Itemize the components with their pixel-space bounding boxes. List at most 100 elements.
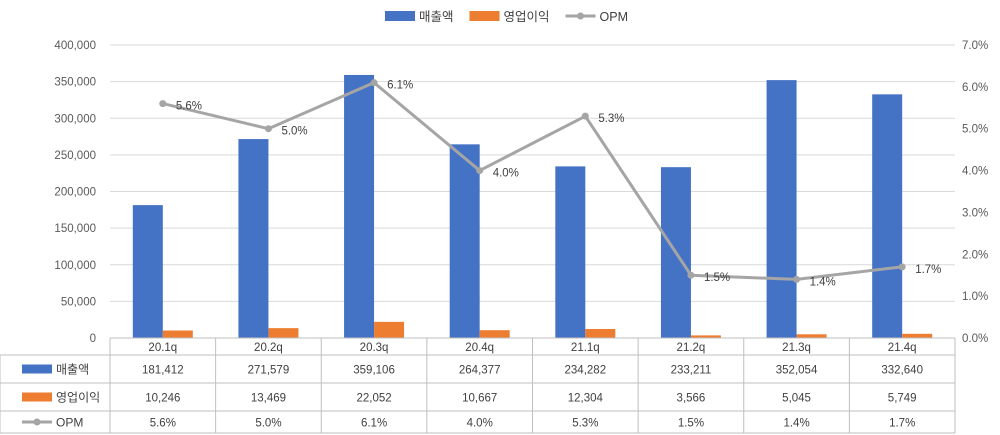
y-left-tick-label: 200,000 bbox=[54, 187, 96, 199]
category-label: 21.4q bbox=[888, 342, 917, 354]
category-label: 21.2q bbox=[677, 342, 706, 354]
y-left-tick-label: 0 bbox=[90, 333, 96, 345]
category-label: 21.3q bbox=[782, 342, 811, 354]
table-cell: 181,412 bbox=[142, 365, 184, 377]
bar-operating-profit bbox=[162, 330, 193, 338]
table-cell: 1.4% bbox=[783, 418, 809, 430]
opm-line-series: 5.6% 5.0% 6.1% 4.0% 5.3% 1.5% 1.4% 1.7% bbox=[159, 79, 941, 288]
legend-key bbox=[469, 11, 500, 21]
table-row-label: 영업이익 bbox=[56, 391, 100, 405]
y-left-tick-label: 350,000 bbox=[54, 77, 96, 89]
bar-operating-profit bbox=[690, 335, 721, 338]
table-cell: 233,211 bbox=[671, 365, 712, 377]
left-axis-ticks: 0 50,000 100,000 150,000 200,000 250,000 300,0… bbox=[54, 40, 96, 345]
table-cell: 1.5% bbox=[678, 418, 704, 430]
table-legend-key bbox=[22, 392, 52, 402]
y-right-tick-label: 4.0% bbox=[962, 166, 988, 178]
table-cell: 6.1% bbox=[361, 418, 387, 430]
bar-sales bbox=[872, 94, 903, 338]
table-cell: 10,246 bbox=[145, 393, 180, 405]
opm-point bbox=[687, 271, 695, 279]
table-cell: 359,106 bbox=[353, 365, 395, 377]
y-left-tick-label: 300,000 bbox=[54, 113, 96, 125]
bar-operating-profit bbox=[374, 321, 405, 338]
table-cell: 271,579 bbox=[248, 365, 290, 377]
category-label: 20.4q bbox=[465, 342, 494, 354]
table-legend-key bbox=[22, 364, 52, 374]
bar-operating-profit bbox=[796, 334, 827, 338]
legend-key bbox=[385, 11, 415, 21]
bar-operating-profit bbox=[585, 328, 616, 338]
y-right-tick-label: 1.0% bbox=[962, 291, 988, 303]
opm-data-label: 5.0% bbox=[281, 126, 307, 138]
legend: 매출액 영업이익 OPM bbox=[385, 10, 628, 24]
y-right-tick-label: 3.0% bbox=[962, 207, 988, 219]
category-label: 20.1q bbox=[148, 342, 177, 354]
bar-sales bbox=[449, 144, 480, 338]
bar-operating-profit bbox=[479, 330, 510, 338]
table-cell: 12,304 bbox=[568, 393, 604, 405]
y-left-tick-label: 50,000 bbox=[61, 296, 96, 308]
bar-sales bbox=[238, 139, 269, 338]
y-left-tick-label: 250,000 bbox=[54, 150, 96, 162]
bar-operating-profit bbox=[902, 333, 933, 338]
opm-point bbox=[370, 79, 378, 87]
table-cell: 5.6% bbox=[150, 418, 176, 430]
table-cell: 5,045 bbox=[782, 393, 811, 405]
y-right-tick-label: 5.0% bbox=[962, 124, 988, 136]
opm-line bbox=[162, 81, 903, 281]
table-cell: 264,377 bbox=[459, 365, 501, 377]
legend-label: 매출액 bbox=[419, 10, 454, 24]
table-cell: 5.3% bbox=[572, 418, 598, 430]
opm-point bbox=[581, 112, 589, 120]
table-cell: 4.0% bbox=[467, 418, 493, 430]
y-right-tick-label: 6.0% bbox=[962, 82, 988, 94]
y-left-tick-label: 100,000 bbox=[54, 260, 96, 272]
y-left-tick-label: 400,000 bbox=[54, 40, 96, 52]
table-cell: 1.7% bbox=[889, 418, 915, 430]
opm-data-label: 5.6% bbox=[176, 101, 202, 113]
category-label: 20.2q bbox=[254, 342, 283, 354]
right-axis-ticks: 0.0% 1.0% 2.0% 3.0% 4.0% 5.0% 6.0% 7.0% bbox=[962, 40, 988, 345]
bar-series bbox=[132, 74, 933, 338]
category-label: 21.1q bbox=[571, 342, 600, 354]
bar-sales bbox=[555, 166, 586, 338]
bar-sales bbox=[132, 205, 163, 338]
opm-data-label: 5.3% bbox=[598, 113, 624, 125]
y-right-tick-label: 2.0% bbox=[962, 249, 988, 261]
table-cell: 3,566 bbox=[677, 393, 706, 405]
opm-data-label: 4.0% bbox=[493, 168, 519, 180]
table-cell: 5,749 bbox=[888, 393, 917, 405]
table-cell: 5.0% bbox=[255, 418, 281, 430]
data-table: 20.1q 20.2q 20.3q 20.4q 21.1q 21.2q 21.3q 21.4q… bbox=[0, 337, 956, 434]
opm-point bbox=[793, 275, 801, 283]
category-label: 20.3q bbox=[360, 342, 389, 354]
bar-sales bbox=[344, 74, 375, 338]
table-cell: 13,469 bbox=[251, 393, 286, 405]
table-cell: 22,052 bbox=[356, 393, 391, 405]
legend-label: OPM bbox=[600, 10, 628, 24]
table-row-label: 매출액 bbox=[56, 363, 89, 377]
y-right-tick-label: 0.0% bbox=[962, 333, 988, 345]
table-legend-key bbox=[33, 418, 41, 426]
legend-label: 영업이익 bbox=[504, 10, 550, 24]
opm-point bbox=[264, 125, 272, 133]
opm-point bbox=[159, 100, 167, 108]
bar-operating-profit bbox=[268, 328, 299, 338]
table-cell: 332,640 bbox=[881, 365, 923, 377]
opm-point bbox=[898, 263, 906, 271]
y-right-tick-label: 7.0% bbox=[962, 40, 988, 52]
opm-data-label: 6.1% bbox=[387, 80, 413, 92]
bar-sales bbox=[766, 80, 797, 338]
opm-data-label: 1.5% bbox=[704, 272, 730, 284]
opm-data-label: 1.4% bbox=[810, 276, 836, 288]
table-cell: 352,054 bbox=[776, 365, 818, 377]
opm-point bbox=[476, 167, 484, 175]
legend-key bbox=[577, 12, 585, 20]
opm-data-label: 1.7% bbox=[915, 264, 941, 276]
table-cell: 234,282 bbox=[565, 365, 607, 377]
table-row-label: OPM bbox=[56, 416, 83, 430]
gridlines bbox=[110, 44, 955, 302]
y-left-tick-label: 150,000 bbox=[54, 223, 96, 235]
